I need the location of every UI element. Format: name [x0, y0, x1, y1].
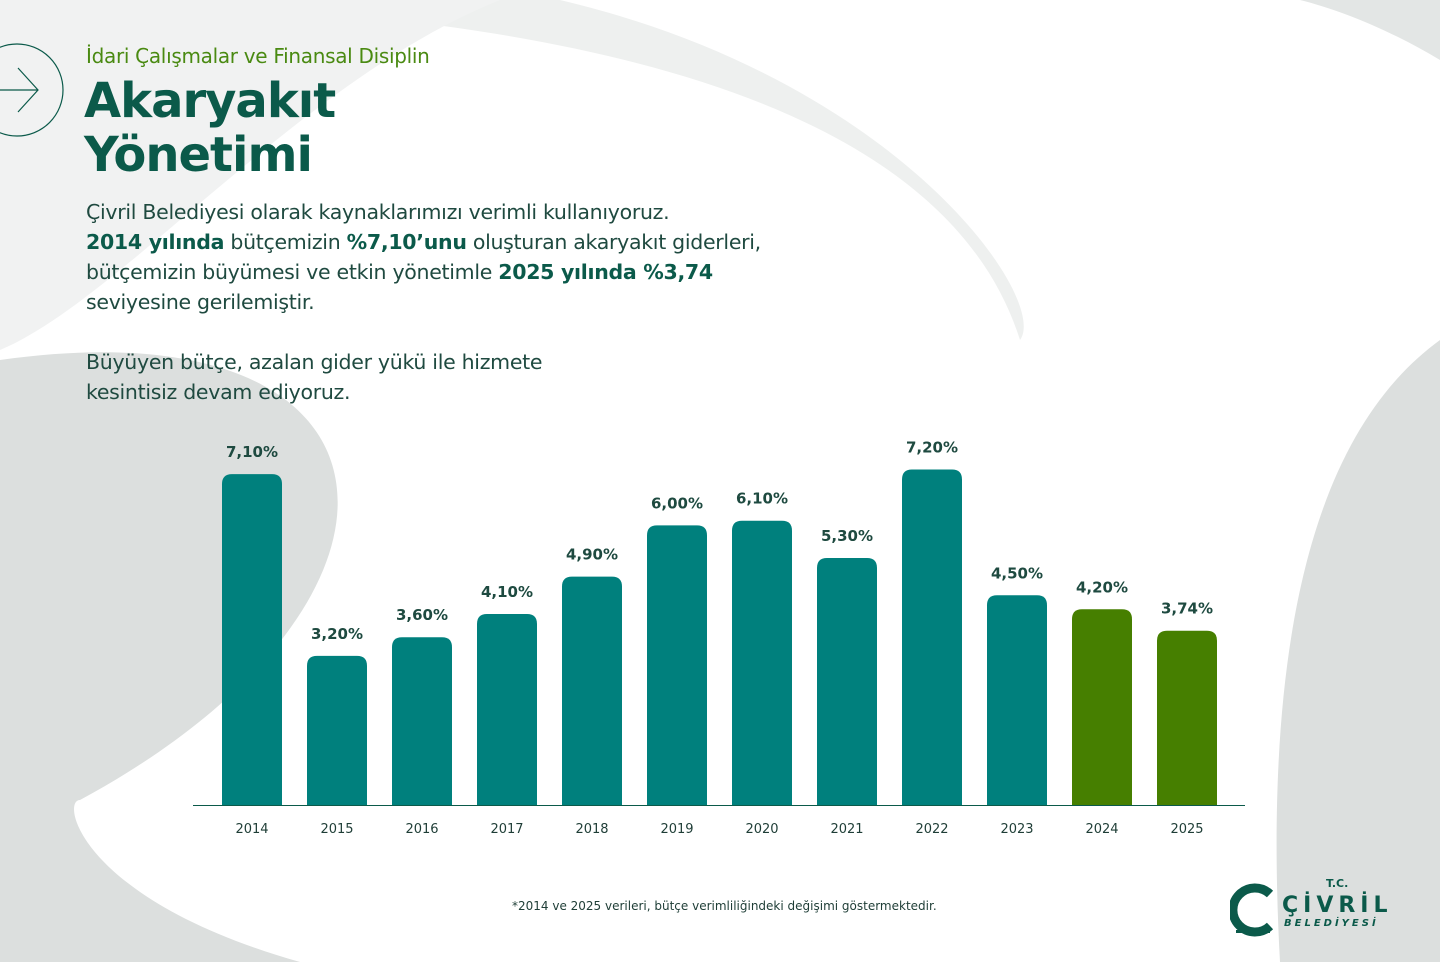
bar-2018: [562, 576, 622, 805]
title-line: Akaryakıt: [84, 73, 336, 129]
bar-2025: [1157, 630, 1217, 805]
title-line: Yönetimi: [84, 127, 313, 183]
footnote: *2014 ve 2025 verileri, bütçe verimliliğ…: [512, 899, 937, 913]
text: Büyüyen bütçe, azalan gider yükü ile hiz…: [86, 350, 543, 374]
bar-2016: [392, 637, 452, 805]
text: seviyesine gerilemiştir.: [86, 290, 315, 314]
data-label: 6,10%: [736, 490, 788, 508]
x-tick-label: 2022: [915, 822, 948, 837]
bar-2014: [222, 474, 282, 805]
arrow-right-icon: [0, 43, 64, 137]
description: Çivril Belediyesi olarak kaynaklarımızı …: [86, 197, 806, 407]
data-label: 7,10%: [226, 443, 278, 461]
paragraph: Çivril Belediyesi olarak kaynaklarımızı …: [86, 197, 806, 317]
x-tick-label: 2016: [405, 822, 438, 837]
text: 2014 yılında: [86, 230, 225, 254]
data-label: 3,20%: [311, 625, 363, 643]
text: bütçemizin: [224, 230, 347, 254]
text: bütçemizin büyümesi ve etkin yönetimle: [86, 260, 499, 284]
bar-2020: [732, 520, 792, 805]
x-tick-label: 2020: [745, 822, 778, 837]
x-tick-label: 2014: [235, 822, 268, 837]
bar-2023: [987, 595, 1047, 805]
text: oluşturan akaryakıt giderleri,: [466, 230, 761, 254]
x-tick-label: 2025: [1170, 822, 1203, 837]
data-label: 4,90%: [566, 546, 618, 564]
text: kesintisiz devam ediyoruz.: [86, 380, 351, 404]
x-tick-label: 2018: [575, 822, 608, 837]
logo-name: ÇİVRİL: [1282, 892, 1390, 918]
data-label: 3,74%: [1161, 600, 1213, 618]
logo-tc: T.C.: [1326, 877, 1348, 890]
x-tick-label: 2023: [1000, 822, 1033, 837]
x-tick-label: 2015: [320, 822, 353, 837]
text: 2025 yılında %3,74: [498, 260, 713, 284]
x-tick-label: 2024: [1085, 822, 1118, 837]
bar-2017: [477, 613, 537, 805]
x-tick-label: 2019: [660, 822, 693, 837]
paragraph: Büyüyen bütçe, azalan gider yükü ile hiz…: [86, 347, 806, 407]
text: %7,10’unu: [346, 230, 467, 254]
logo-sub: BELEDİYESİ: [1284, 915, 1379, 929]
bar-2021: [817, 558, 877, 805]
text: Çivril Belediyesi olarak kaynaklarımızı …: [86, 200, 670, 224]
bar-2015: [307, 655, 367, 805]
data-label: 6,00%: [651, 494, 703, 512]
section-kicker: İdari Çalışmalar ve Finansal Disiplin: [86, 44, 430, 68]
data-label: 4,10%: [481, 583, 533, 601]
data-label: 5,30%: [821, 527, 873, 545]
data-label: 4,20%: [1076, 578, 1128, 596]
bar-2022: [902, 469, 962, 805]
page-title: Akaryakıt Yönetimi: [84, 73, 336, 183]
data-label: 7,20%: [906, 438, 958, 456]
data-label: 4,50%: [991, 564, 1043, 582]
x-tick-label: 2017: [490, 822, 523, 837]
bar-2024: [1072, 609, 1132, 805]
bar-2019: [647, 525, 707, 805]
civril-logo: T.C. ÇİVRİL BELEDİYESİ: [1230, 877, 1390, 937]
x-tick-label: 2021: [830, 822, 863, 837]
data-label: 3,60%: [396, 606, 448, 624]
